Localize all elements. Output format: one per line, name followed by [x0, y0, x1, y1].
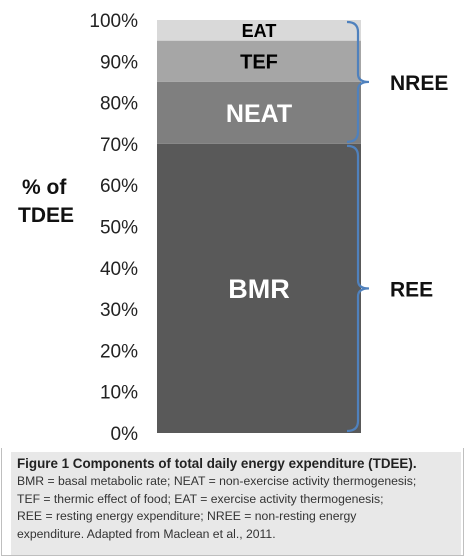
y-tick-label: 60%	[100, 176, 138, 197]
y-axis-label-line-1: % of	[22, 176, 67, 199]
bar-segment-label-tef: TEF	[240, 52, 278, 74]
bar-segment-label-neat: NEAT	[226, 100, 292, 128]
y-tick-label: 30%	[100, 300, 138, 321]
y-tick-label: 10%	[100, 383, 138, 404]
y-tick-label: 90%	[100, 52, 138, 73]
caption-line: expenditure. Adapted from Maclean et al.…	[17, 526, 276, 541]
bar-segment-eat	[157, 20, 361, 41]
y-tick-label: 100%	[89, 11, 138, 32]
y-axis-label: % of TDEE	[18, 174, 74, 230]
bar-segment-label-eat: EAT	[242, 21, 277, 41]
y-axis-label-line-2: TDEE	[18, 204, 75, 227]
y-tick-label: 70%	[100, 135, 138, 156]
chart-area: 0% 10% 20% 30% 40% 50% 60% 70% 80% 90% 100% BMR NEAT…	[18, 11, 449, 445]
caption-line: TEF = thermic effect of food; EAT = exer…	[17, 491, 384, 506]
caption-line: REE = resting energy expenditure; NREE =…	[17, 509, 357, 524]
bracket-label-ree: REE	[390, 278, 433, 301]
y-tick-label: 20%	[100, 341, 138, 362]
bar-segment-bmr	[157, 143, 361, 433]
caption-title: Figure 1 Components of total daily energ…	[17, 456, 417, 471]
caption-line: BMR = basal metabolic rate; NEAT = non-e…	[17, 474, 417, 488]
bracket-nree	[346, 20, 370, 143]
figure-caption: Figure 1 Components of total daily energ…	[11, 452, 461, 555]
bar-segment-tef	[157, 40, 361, 82]
stacked-bar-chart: 0% 10% 20% 30% 40% 50% 60% 70% 80% 90% 100% BMR NEAT…	[89, 11, 448, 445]
y-tick-label: 80%	[100, 94, 138, 115]
y-tick-label: 0%	[111, 424, 139, 445]
bar-segment-label-bmr: BMR	[228, 274, 290, 304]
caption-body: BMR = basal metabolic rate; NEAT = non-e…	[17, 473, 455, 543]
y-tick-label: 50%	[100, 218, 138, 239]
bracket-label-nree: NREE	[390, 72, 448, 95]
y-tick-label: 40%	[100, 259, 138, 280]
bracket-ree	[346, 144, 370, 433]
bar-segment-neat	[157, 81, 361, 144]
